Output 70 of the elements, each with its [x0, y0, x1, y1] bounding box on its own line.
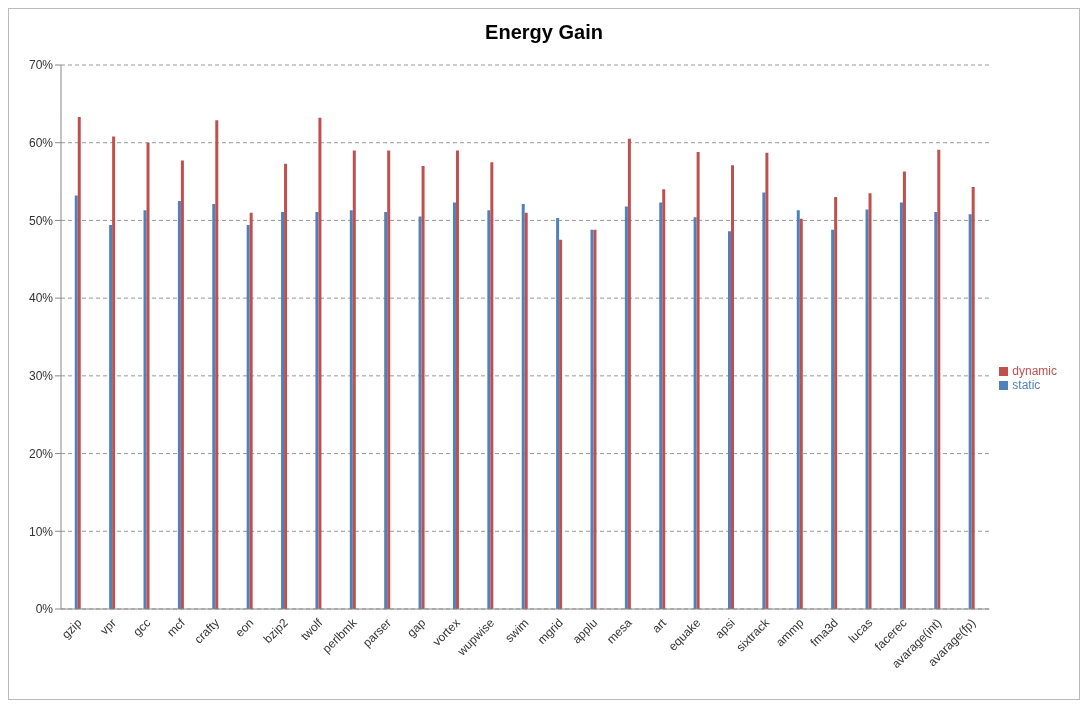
bar — [281, 211, 285, 609]
y-tick-label: 0% — [35, 602, 54, 617]
y-tick-label: 10% — [28, 524, 54, 539]
bar — [971, 187, 975, 609]
bar — [659, 202, 663, 609]
bar — [74, 195, 78, 609]
bar — [77, 117, 81, 609]
bar — [315, 211, 319, 609]
legend-label: dynamic — [1012, 364, 1057, 378]
bar — [284, 163, 288, 609]
bar — [349, 210, 353, 609]
bar — [180, 160, 184, 609]
bar — [728, 231, 732, 609]
bar — [762, 192, 766, 609]
bar — [696, 152, 700, 609]
bar — [452, 202, 456, 609]
bar — [487, 210, 491, 609]
bar — [490, 162, 494, 609]
bar — [215, 120, 219, 609]
bar — [418, 216, 422, 609]
bar — [865, 209, 869, 609]
bar — [421, 166, 425, 609]
bar — [521, 204, 525, 609]
bar — [799, 218, 803, 609]
bar — [831, 229, 835, 609]
x-tick-label: gcc — [130, 615, 154, 639]
x-tick-label: art — [649, 615, 670, 636]
bar — [693, 217, 697, 609]
bar — [109, 225, 113, 609]
bar — [524, 212, 528, 609]
x-tick-label: gzip — [59, 615, 85, 642]
bar — [352, 150, 356, 609]
bar — [662, 189, 666, 609]
y-tick-label: 70% — [28, 58, 54, 73]
bar — [796, 210, 800, 609]
bar — [868, 193, 872, 609]
bar — [834, 197, 838, 609]
bar — [937, 149, 941, 609]
x-tick-label: mcf — [164, 615, 189, 640]
bar — [177, 201, 181, 609]
bar — [212, 204, 216, 609]
y-tick-label: 40% — [28, 291, 54, 306]
y-tick-label: 60% — [28, 135, 54, 150]
x-tick-label: eon — [232, 615, 257, 640]
y-tick-label: 20% — [28, 446, 54, 461]
bar — [249, 212, 253, 609]
x-tick-label: vpr — [97, 615, 119, 638]
bar — [112, 136, 116, 609]
bar — [387, 150, 391, 609]
bar — [143, 210, 147, 609]
bar — [246, 225, 250, 609]
legend-label: static — [1012, 378, 1041, 392]
y-tick-label: 50% — [28, 213, 54, 228]
bar — [731, 165, 735, 609]
bar — [455, 150, 459, 609]
bar — [902, 171, 906, 609]
y-tick-label: 30% — [28, 369, 54, 384]
bar — [624, 206, 628, 609]
bar — [146, 142, 150, 609]
bar — [556, 218, 560, 609]
bar — [968, 214, 972, 609]
bar — [934, 211, 938, 609]
chart-title: Energy Gain — [484, 20, 604, 45]
bar — [559, 239, 563, 609]
bar — [627, 138, 631, 609]
bar — [384, 211, 388, 609]
bar — [318, 117, 322, 609]
x-tick-label: gap — [404, 615, 429, 640]
bar — [899, 202, 903, 609]
bar — [765, 152, 769, 609]
